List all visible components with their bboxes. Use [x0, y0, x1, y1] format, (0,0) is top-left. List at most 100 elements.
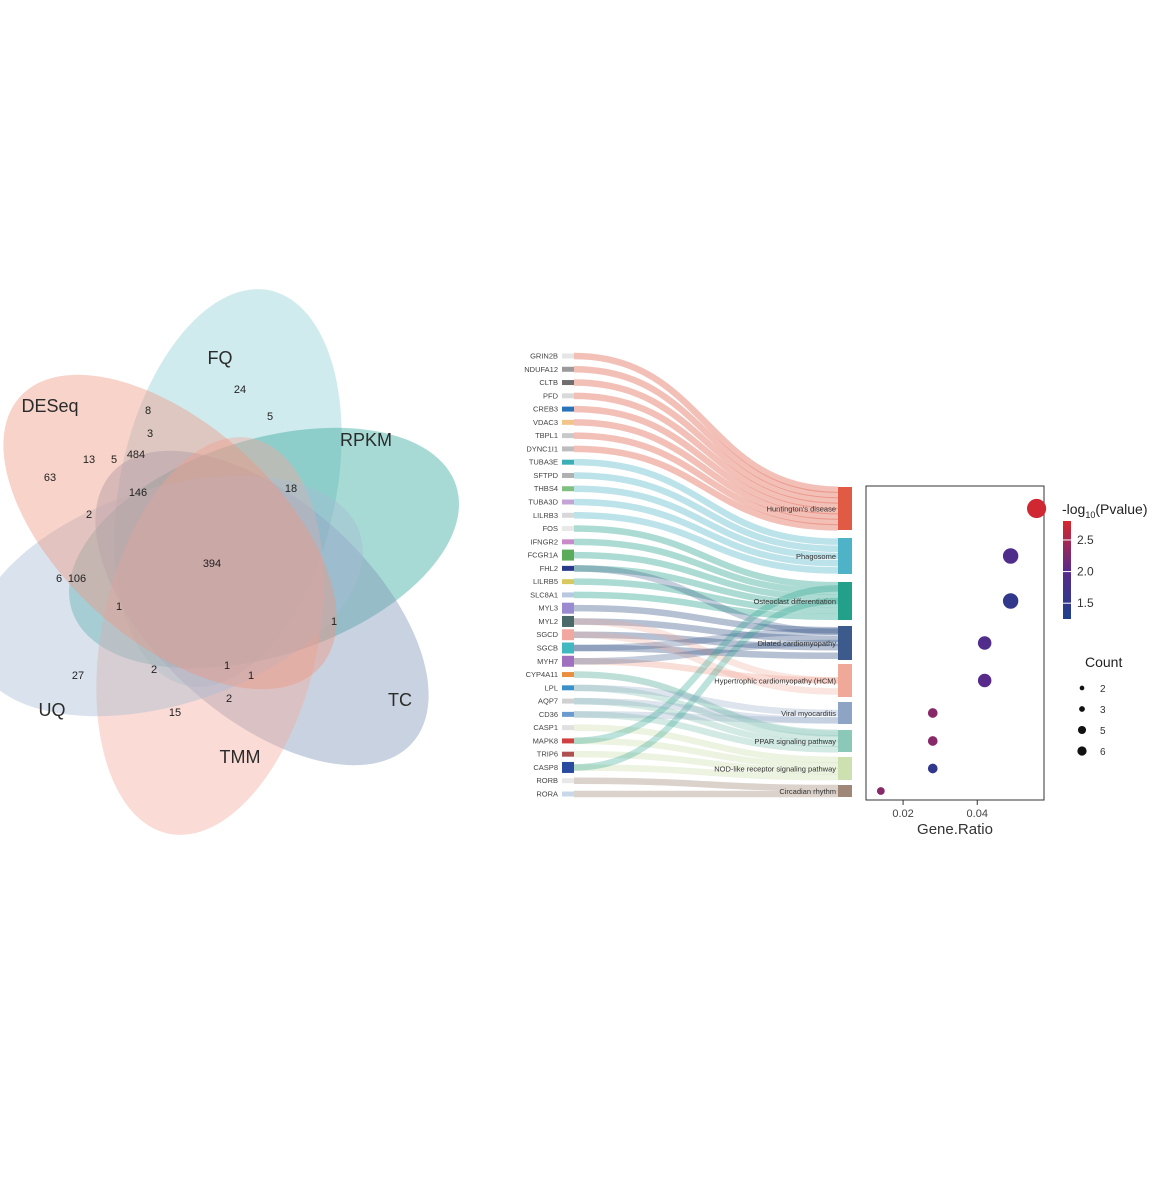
- sankey-gene-node: [562, 685, 574, 691]
- sankey-link: [573, 644, 839, 659]
- sankey-link: [573, 565, 839, 635]
- venn-label-uq: UQ: [39, 700, 66, 720]
- sankey-gene-node: [562, 791, 574, 797]
- sankey-gene-label: LILRB3: [533, 511, 558, 520]
- dot-plot-x-axis: 0.02 0.04: [892, 800, 988, 820]
- venn-count: 3: [147, 428, 153, 440]
- sankey-link: [573, 445, 839, 531]
- sankey-gene-node: [562, 592, 574, 598]
- sankey-gene-label: RORB: [536, 776, 558, 785]
- sankey-gene-label: CLTB: [539, 378, 558, 387]
- dot-plot-panel: [865, 485, 1045, 801]
- sankey-gene-nodes: GRIN2B NDUFA12 CLTB PFD CREB3 VDAC3 TBPL1 DYNC1…: [524, 352, 574, 799]
- sankey-link: [573, 392, 839, 510]
- sankey-link: [573, 684, 839, 742]
- dot-point: [1002, 548, 1019, 564]
- venn-count: 1: [248, 670, 254, 682]
- venn-label-rpkm: RPKM: [340, 430, 392, 450]
- sankey-gene-label: MYH7: [537, 657, 558, 666]
- sankey-gene-label: SGCB: [537, 644, 558, 653]
- sankey-link: [573, 565, 839, 608]
- sankey-link: [573, 750, 839, 775]
- sankey-gene-label: TUBA3E: [529, 458, 558, 467]
- sankey-gene-label: MYL2: [538, 617, 558, 626]
- sankey-gene-node: [562, 472, 574, 478]
- sankey-link: [573, 352, 839, 493]
- venn-set-tmm: [96, 437, 324, 835]
- venn-count: 15: [169, 707, 181, 719]
- venn-label-deseq: DESeq: [21, 396, 78, 416]
- sankey-pathway-nodes: Huntington's disease Phagosome Osteoclast …: [714, 487, 852, 797]
- sankey-link: [573, 711, 839, 724]
- sankey-gene-node: [562, 419, 574, 425]
- sankey-gene-label: FHL2: [540, 564, 558, 573]
- sankey-gene-node: [562, 499, 574, 505]
- sankey-gene-label: THBS4: [534, 484, 558, 493]
- venn-count: 6: [56, 573, 62, 585]
- sankey-link: [573, 578, 839, 614]
- sankey-gene-label: LILRB5: [533, 577, 558, 586]
- sankey-gene-label: CREB3: [533, 405, 558, 414]
- sankey-gene-node: [562, 629, 574, 641]
- sankey-gene-label: VDAC3: [533, 418, 558, 427]
- sankey-gene-node: [562, 672, 574, 678]
- sankey-gene-node: [562, 761, 574, 773]
- venn-set-uq: [0, 475, 363, 717]
- color-legend: -log10(Pvalue) 2.5 2.0 1.5: [1062, 501, 1148, 619]
- size-legend-dot: [1079, 685, 1085, 691]
- venn-count: 1: [331, 616, 337, 628]
- sankey-link: [573, 405, 839, 515]
- sankey-gene-node: [562, 393, 574, 399]
- sankey-gene-label: RORA: [536, 790, 558, 799]
- sankey-link: [573, 604, 839, 634]
- sankey-link: [573, 591, 839, 621]
- sankey-link: [573, 366, 839, 499]
- sankey-gene-label: PFD: [543, 391, 559, 400]
- size-legend-dot: [1079, 706, 1085, 712]
- venn-set-rpkm: [69, 427, 459, 669]
- color-bar-tick-label: 2.5: [1077, 533, 1094, 547]
- sankey-gene-node: [562, 549, 574, 561]
- sankey-gene-node: [562, 778, 574, 784]
- sankey-gene-label: SLC8A1: [530, 590, 558, 599]
- sankey-pathway-node: [838, 538, 852, 574]
- venn-count: 27: [72, 670, 84, 682]
- sankey-gene-node: [562, 711, 574, 717]
- sankey-link: [573, 764, 839, 781]
- sankey-pathway-label: Phagosome: [796, 552, 836, 561]
- sankey-diagram: GRIN2B NDUFA12 CLTB PFD CREB3 VDAC3 TBPL1 DYNC1…: [524, 352, 852, 799]
- sankey-link: [573, 697, 839, 724]
- sankey-pathway-node: [838, 664, 852, 697]
- size-legend-dot: [1077, 746, 1087, 756]
- dot-point: [977, 636, 992, 650]
- venn-count: 2: [151, 664, 157, 676]
- dot-point: [876, 787, 885, 795]
- sankey-link: [573, 485, 839, 560]
- size-legend-label: 3: [1100, 705, 1106, 716]
- sankey-link: [573, 597, 839, 771]
- sankey-link: [573, 711, 839, 753]
- sankey-link: [573, 631, 839, 695]
- sankey-link: [573, 628, 839, 652]
- sankey-gene-label: TBPL1: [535, 431, 558, 440]
- venn-count: 18: [285, 483, 297, 495]
- sankey-gene-node: [562, 751, 574, 757]
- sankey-gene-label: GRIN2B: [530, 352, 558, 361]
- sankey-gene-node: [562, 526, 574, 532]
- sankey-gene-label: CYP4A11: [526, 670, 558, 679]
- venn-label-tmm: TMM: [220, 747, 261, 767]
- sankey-gene-label: MAPK8: [533, 736, 558, 745]
- color-bar-ticks: 2.5 2.0 1.5: [1063, 533, 1094, 610]
- size-legend-label: 5: [1100, 726, 1106, 737]
- sankey-link: [573, 724, 839, 764]
- venn-count: 24: [234, 384, 246, 396]
- sankey-gene-node: [562, 615, 574, 627]
- sankey-gene-node: [562, 486, 574, 492]
- dot-plot: 0.02 0.04 Gene.Ratio -log10(Pvalue) 2.52.…: [865, 485, 1148, 838]
- color-bar: [1063, 521, 1071, 619]
- venn-set-deseq: [3, 374, 337, 690]
- size-legend-title: Count: [1085, 654, 1122, 670]
- sankey-link: [573, 498, 839, 567]
